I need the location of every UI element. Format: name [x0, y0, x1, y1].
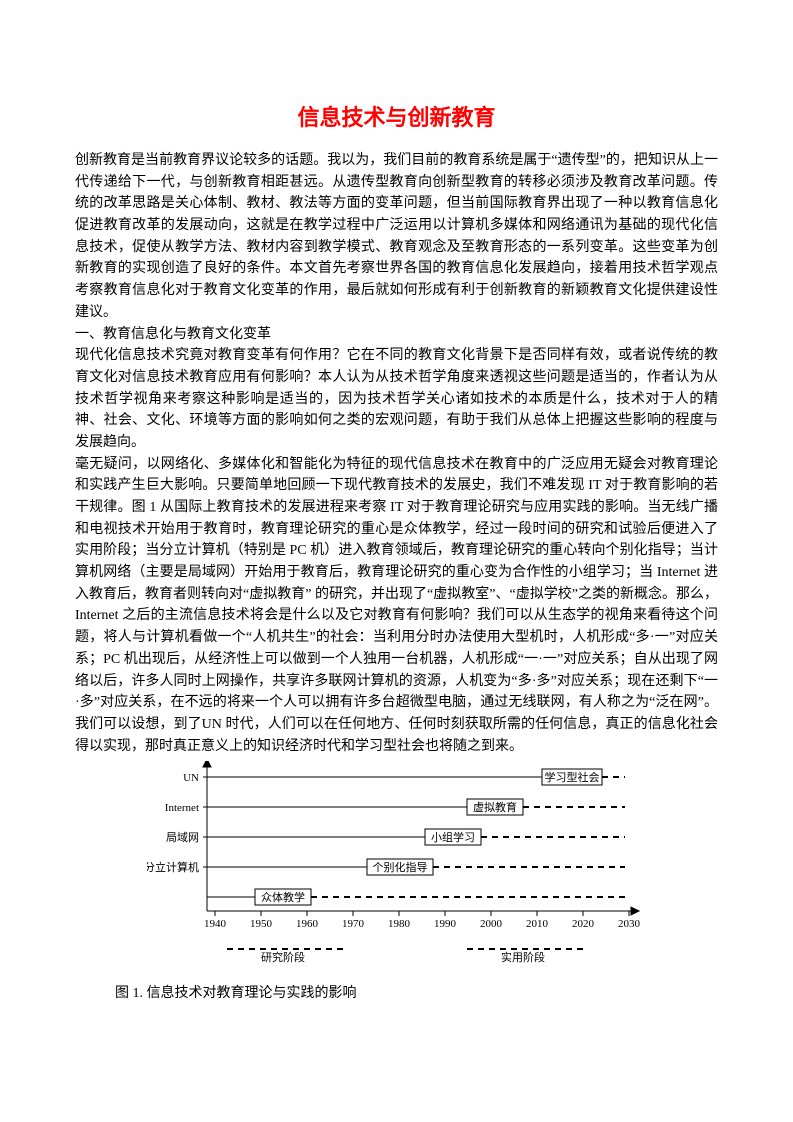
svg-text:1950: 1950 [250, 918, 273, 930]
svg-text:2000: 2000 [480, 918, 503, 930]
svg-text:1980: 1980 [388, 918, 411, 930]
section-heading-1: 一、教育信息化与教育文化变革 [75, 324, 718, 346]
svg-text:虚拟教育: 虚拟教育 [473, 800, 517, 814]
svg-text:1940: 1940 [204, 918, 227, 930]
svg-text:分立计算机: 分立计算机 [147, 860, 199, 874]
svg-text:研究阶段: 研究阶段 [261, 950, 305, 964]
page-title: 信息技术与创新教育 [75, 100, 718, 132]
svg-text:个别化指导: 个别化指导 [372, 860, 427, 874]
svg-text:实用阶段: 实用阶段 [501, 950, 545, 964]
svg-text:1990: 1990 [434, 918, 457, 930]
svg-text:1960: 1960 [296, 918, 319, 930]
svg-text:1970: 1970 [342, 918, 365, 930]
svg-text:小组学习: 小组学习 [431, 830, 475, 844]
svg-text:2020: 2020 [572, 918, 595, 930]
figure-1-caption: 图 1. 信息技术对教育理论与实践的影响 [115, 982, 718, 1002]
svg-text:学习型社会: 学习型社会 [544, 770, 599, 784]
svg-text:2010: 2010 [526, 918, 549, 930]
para-2: 现代化信息技术究竟对教育变革有何作用？它在不同的教育文化背景下是否同样有效，或者… [75, 345, 718, 453]
svg-text:Internet: Internet [164, 802, 198, 814]
figure-1-chart: 1940 1950 1960 1970 1980 1990 2000 2010 2020 2030… [147, 761, 647, 971]
figure-1: 1940 1950 1960 1970 1980 1990 2000 2010 2020 2030… [75, 761, 718, 976]
svg-text:UN: UN [183, 772, 199, 784]
para-intro: 创新教育是当前教育界议论较多的话题。我以为，我们目前的教育系统是属于“遗传型”的… [75, 150, 718, 324]
svg-text:2030: 2030 [618, 918, 641, 930]
svg-text:局域网: 局域网 [166, 831, 199, 844]
svg-text:众体教学: 众体教学 [261, 890, 305, 904]
para-3: 毫无疑问，以网络化、多媒体化和智能化为特征的现代信息技术在教育中的广泛应用无疑会… [75, 454, 718, 758]
